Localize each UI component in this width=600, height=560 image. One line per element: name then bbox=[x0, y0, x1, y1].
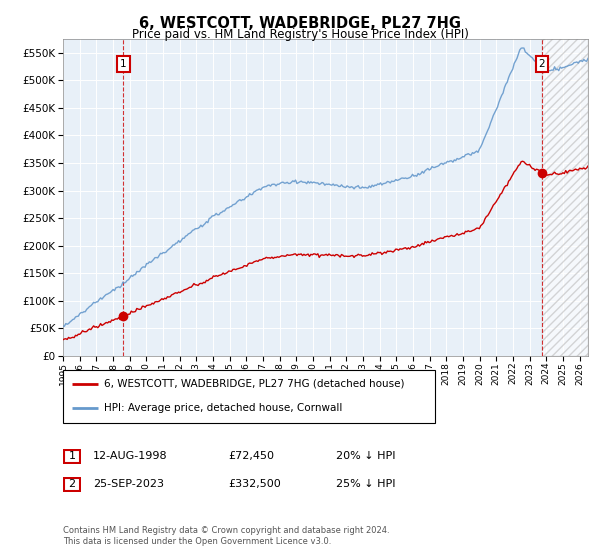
Text: 1: 1 bbox=[68, 451, 76, 461]
Text: 25% ↓ HPI: 25% ↓ HPI bbox=[336, 479, 395, 489]
FancyBboxPatch shape bbox=[63, 370, 435, 423]
Text: 25-SEP-2023: 25-SEP-2023 bbox=[93, 479, 164, 489]
Text: 6, WESTCOTT, WADEBRIDGE, PL27 7HG (detached house): 6, WESTCOTT, WADEBRIDGE, PL27 7HG (detac… bbox=[104, 379, 404, 389]
FancyBboxPatch shape bbox=[64, 478, 80, 491]
Text: HPI: Average price, detached house, Cornwall: HPI: Average price, detached house, Corn… bbox=[104, 403, 342, 413]
Text: 2: 2 bbox=[539, 59, 545, 69]
Text: 2: 2 bbox=[68, 479, 76, 489]
FancyBboxPatch shape bbox=[64, 450, 80, 463]
Text: £332,500: £332,500 bbox=[228, 479, 281, 489]
Text: 1: 1 bbox=[120, 59, 127, 69]
Text: Price paid vs. HM Land Registry's House Price Index (HPI): Price paid vs. HM Land Registry's House … bbox=[131, 28, 469, 41]
Polygon shape bbox=[542, 39, 588, 356]
Text: £72,450: £72,450 bbox=[228, 451, 274, 461]
Text: 6, WESTCOTT, WADEBRIDGE, PL27 7HG: 6, WESTCOTT, WADEBRIDGE, PL27 7HG bbox=[139, 16, 461, 31]
Text: 12-AUG-1998: 12-AUG-1998 bbox=[93, 451, 167, 461]
Text: Contains HM Land Registry data © Crown copyright and database right 2024.
This d: Contains HM Land Registry data © Crown c… bbox=[63, 526, 389, 546]
Text: 20% ↓ HPI: 20% ↓ HPI bbox=[336, 451, 395, 461]
